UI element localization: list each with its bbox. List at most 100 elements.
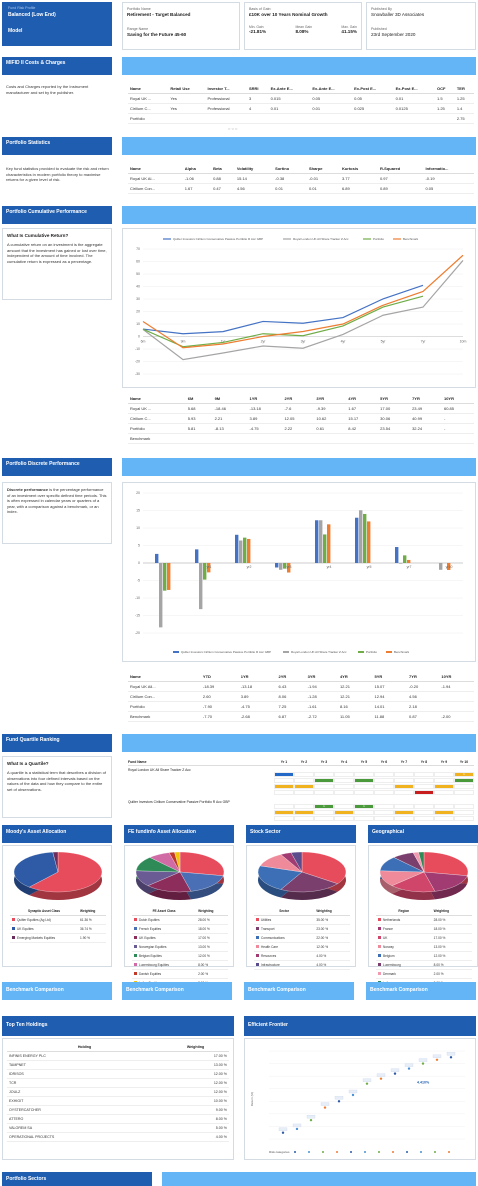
x-tick-label: 2yr <box>261 340 267 344</box>
discrete-cell <box>439 701 474 712</box>
quartile-fund1-name: Royal London UK All Share Tracker Z Acc <box>128 768 191 772</box>
point-label-box <box>320 1102 330 1106</box>
mifid-bar <box>122 57 476 75</box>
pie-legend-value: 18.00 % <box>196 924 228 934</box>
cumulative-cell <box>378 433 411 444</box>
mifid-cell <box>268 113 311 124</box>
y-tick-label: -20 <box>135 631 140 635</box>
frontier-legend-dot <box>336 1151 338 1153</box>
bar <box>403 555 407 563</box>
pie-legend-label: Luxembourg <box>383 963 401 967</box>
quartile-cell <box>434 816 454 821</box>
cumulative-desc: A cumulative return on an investment is … <box>7 242 107 264</box>
stats-col-header: R-Squared <box>377 164 424 174</box>
legend-swatch <box>378 945 381 948</box>
mifid-cell: 0.0125 <box>393 103 435 114</box>
x-tick-label: 6m <box>141 340 146 344</box>
point-label-box <box>418 1058 428 1062</box>
cumulative-desc-card: What Is Cumulative Return? A cumulative … <box>2 228 112 300</box>
quartile-cell <box>294 772 314 777</box>
pie-legend-value: 12.00 % <box>431 951 472 961</box>
bar <box>407 559 411 563</box>
bar <box>167 563 171 590</box>
badge-sub: Model <box>8 28 23 34</box>
resize-handle-icon[interactable]: ○ ○ ○ <box>228 126 238 131</box>
table-row: UK 17.00 % <box>376 933 472 943</box>
stats-cell: -0.01 <box>306 173 340 184</box>
mifid-cell <box>168 113 206 124</box>
stats-col-header: Beta <box>211 164 235 174</box>
discrete-col-header: 4YR <box>337 672 373 682</box>
mifid-table: Name Retail Use Investor T... SRRI Ex-Ante E… <box>128 84 474 124</box>
x-tick-label: 1yr <box>221 340 227 344</box>
cumulative-cell: 12.05 <box>282 413 315 424</box>
pie-slice <box>174 851 181 873</box>
y-tick-label: -10 <box>135 596 140 600</box>
pie-legend-label: UK Equities <box>139 936 156 940</box>
pie-legend-value: 23.00 % <box>314 924 350 934</box>
benchmark-bar-3: Benchmark Comparison <box>244 982 354 1000</box>
discrete-desc: is the percentage performance of an inve… <box>7 487 107 515</box>
published-by-label: Published By <box>371 7 392 11</box>
table-row: Royal UK Al... -1.06 0.88 15.14 -0.38 -0.01 3.… <box>128 173 474 184</box>
benchmark-bar-4: Benchmark Comparison <box>366 982 476 1000</box>
bar <box>439 563 443 570</box>
pie-slice <box>13 851 59 888</box>
point-label-box <box>334 1096 344 1100</box>
quartile-cell <box>314 816 334 821</box>
legend-swatch <box>378 963 381 966</box>
pie-legend-value: 8.00 % <box>196 960 228 970</box>
discrete-bar-chart: -20 -15 -10 -5 0 5 10 15 20 yr1 yr2 yr3 yr4 yr5 yr7 yr1… <box>135 491 463 654</box>
mifid-cell: 0.015 <box>268 93 311 104</box>
stats-cell: 1.67 <box>182 183 212 194</box>
holding-name: INFINIS ENERGY PLC <box>7 1051 163 1061</box>
series-line <box>142 254 464 349</box>
quartile-col-header: Yr 2 <box>300 760 308 764</box>
quartile-cell <box>434 778 454 783</box>
pie-slice <box>301 851 347 884</box>
table-row: Communications 22.00 % <box>254 933 350 943</box>
cumulative-cell: - <box>441 413 474 424</box>
point-label-box <box>446 1052 456 1056</box>
discrete-cell: -1.94 <box>305 681 338 692</box>
quartile-cell <box>274 816 294 821</box>
discrete-col-header: 5YR <box>372 672 408 682</box>
pie-col-header: Weighting <box>431 907 472 916</box>
min-gain: -21.81% <box>249 29 267 34</box>
quartile-cell <box>334 784 354 789</box>
bar <box>159 563 163 628</box>
series-line <box>142 284 424 335</box>
discrete-col-header: YTD <box>200 672 239 682</box>
discrete-cell: 8.06 <box>276 691 306 702</box>
frontier-point <box>295 1127 299 1131</box>
legend-swatch <box>134 936 137 939</box>
legend-swatch <box>12 936 15 939</box>
cumulative-cell <box>410 433 442 444</box>
table-row: IDRISOS 12.00 % <box>7 1069 229 1079</box>
bar <box>287 563 291 573</box>
holding-name: VALOREM SA <box>7 1123 163 1133</box>
table-row: Benchmark <box>128 433 474 444</box>
cumulative-cell <box>247 433 283 444</box>
discrete-cell: 2.60 <box>200 691 239 702</box>
holdings-col-weighting: Weighting <box>162 1043 229 1052</box>
pie-legend-label: Infrastructure <box>261 963 280 967</box>
legend-swatch <box>134 927 137 930</box>
quartile-cell <box>454 772 474 777</box>
pie-legend-label: Danish Equities <box>139 972 162 976</box>
discrete-cell: 0.87 <box>407 711 440 722</box>
legend-label: Portfolio <box>373 237 384 241</box>
bar <box>283 563 287 569</box>
cumulative-cell: 60.85 <box>441 403 474 414</box>
pie-legend-label: Emerging Markets Equities <box>17 936 56 940</box>
y-tick-label: 20 <box>136 491 140 495</box>
frontier-legend-dot <box>350 1151 352 1153</box>
quartile-cell <box>294 790 314 795</box>
cumulative-cell: 10.62 <box>314 413 347 424</box>
quartile-value: 1 <box>323 804 325 808</box>
cumulative-col-header: 2YR <box>282 394 315 404</box>
table-row: Royal UK ... 5.68 -18.46 -13.18 -7.6 -9.39 1.6… <box>128 403 474 414</box>
holding-weight: 4.00 % <box>162 1132 229 1142</box>
published-label: Published <box>371 27 387 31</box>
pie-slice <box>418 851 425 873</box>
